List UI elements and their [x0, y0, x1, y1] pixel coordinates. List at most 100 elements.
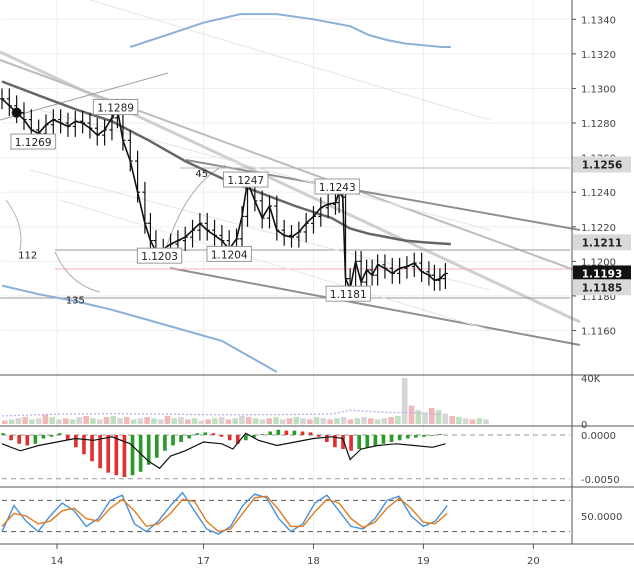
- stochastic-d-line: [1, 495, 448, 533]
- price-tick-label: 1.1340: [581, 15, 616, 26]
- trend-line: [29, 169, 491, 291]
- volume-bar: [29, 419, 35, 424]
- volume-bar: [422, 412, 428, 424]
- volume-bar: [442, 413, 449, 424]
- volume-bar: [415, 410, 422, 424]
- extreme-label: 1.1289: [97, 102, 134, 114]
- volume-bar: [96, 419, 103, 424]
- volume-bar: [313, 417, 320, 424]
- extreme-label: 112: [18, 250, 37, 261]
- volume-bar: [388, 417, 394, 424]
- volume-bar: [300, 418, 306, 424]
- volume-bar: [212, 418, 218, 424]
- extreme-label: 1.1203: [141, 251, 178, 263]
- volume-bar: [279, 419, 286, 424]
- volume-bar: [49, 417, 56, 424]
- volume-bar: [56, 419, 62, 424]
- volume-bar: [164, 415, 171, 424]
- volume-bar: [63, 418, 69, 424]
- volume-bar: [449, 415, 455, 424]
- volume-tick-label: 0: [581, 420, 587, 431]
- price-tick-label: 1.1300: [581, 84, 616, 95]
- volume-bar: [157, 419, 164, 424]
- extreme-label: 1.1181: [330, 289, 367, 301]
- volume-bar: [2, 420, 8, 424]
- volume-bar: [273, 417, 279, 424]
- volume-bar: [42, 414, 49, 424]
- volume-bar: [395, 415, 401, 424]
- volume-bar: [130, 419, 137, 424]
- volume-bar: [408, 405, 415, 424]
- price-tag: [573, 234, 631, 251]
- trend-line: [163, 164, 226, 256]
- trend-line: [0, 50, 581, 324]
- volume-bar: [239, 415, 245, 424]
- volume-bar: [22, 417, 28, 424]
- stochastic-tick-label: 50.0000: [581, 512, 622, 523]
- volume-bar: [462, 418, 469, 424]
- volume-bar: [469, 419, 476, 424]
- extreme-label: 135: [66, 295, 85, 306]
- volume-bar: [124, 417, 130, 424]
- price-tag: [573, 156, 631, 173]
- price-labels: 1.1256 1.1211 1.1193 1.1185: [573, 156, 631, 296]
- price-tag-label: 1.1185: [582, 282, 623, 294]
- position-marker-icon: [11, 107, 22, 118]
- volume-bar: [232, 418, 239, 424]
- volume-bar: [252, 418, 259, 424]
- volume-bar: [361, 417, 367, 424]
- price-tick-label: 1.1220: [581, 223, 616, 234]
- volume-bar: [293, 417, 300, 424]
- volume-bar: [435, 410, 442, 424]
- upper-band-line: [129, 13, 451, 48]
- price-tag-label: 1.1211: [582, 237, 623, 249]
- volume-bar: [259, 419, 266, 424]
- volume-average-line: [1, 409, 442, 417]
- macd-signal-line: [1, 432, 446, 470]
- trend-line: [54, 251, 101, 293]
- time-tick-label: 20: [527, 556, 540, 567]
- volume-bar: [334, 418, 340, 424]
- extreme-label-box: [10, 133, 56, 150]
- price-line: [1, 98, 446, 292]
- volume-bar: [83, 415, 89, 424]
- extreme-label: 1.1243: [319, 182, 356, 194]
- volume-panel: [1, 378, 489, 424]
- volume-bar: [76, 417, 83, 424]
- volume-bar: [90, 418, 96, 424]
- volume-bar: [354, 418, 361, 424]
- macd-tick-label: -0.0050: [581, 475, 620, 486]
- price-tag-label: 1.1193: [582, 268, 623, 280]
- volume-bar: [320, 418, 327, 424]
- extreme-label: 1.1204: [211, 249, 248, 261]
- volume-bar: [185, 419, 191, 424]
- volume-bar: [151, 418, 157, 424]
- volume-bar: [117, 418, 123, 424]
- volume-bar: [340, 417, 347, 424]
- volume-bar: [327, 419, 333, 424]
- time-tick-label: 19: [417, 556, 430, 567]
- extreme-label-box: [325, 285, 371, 302]
- trend-line: [0, 59, 581, 273]
- volume-bar: [103, 417, 110, 424]
- volume-bar: [171, 418, 178, 424]
- volume-bar: [286, 418, 293, 424]
- trend-line: [5, 199, 22, 251]
- lower-band-line: [1, 284, 278, 373]
- volume-bar: [225, 419, 232, 424]
- price-tick-label: 1.1280: [581, 119, 616, 130]
- trend-line: [169, 267, 581, 346]
- extreme-label-box: [222, 171, 269, 188]
- extreme-label-box: [92, 98, 139, 115]
- trend-line: [89, 0, 491, 121]
- volume-bar: [8, 419, 15, 424]
- time-tick-label: 14: [51, 556, 64, 567]
- extreme-label-box: [136, 247, 183, 264]
- volume-bar: [401, 378, 408, 424]
- volume-bar: [69, 419, 76, 424]
- volume-bar: [198, 420, 205, 424]
- trend-line: [0, 72, 169, 121]
